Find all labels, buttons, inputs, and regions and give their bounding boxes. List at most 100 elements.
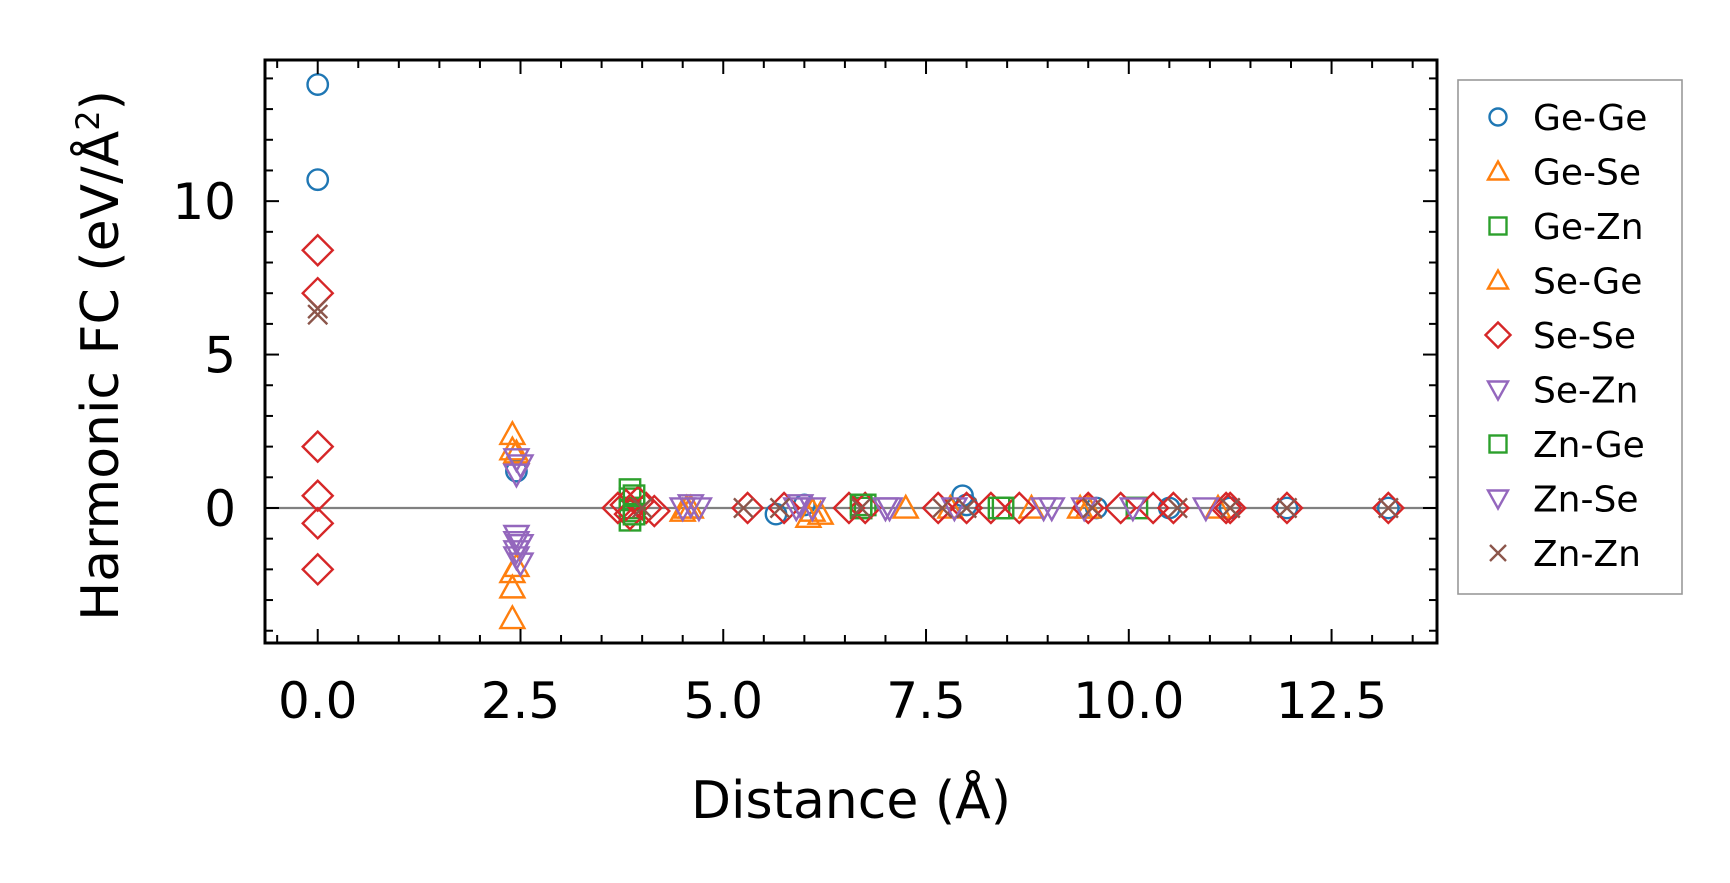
data-point — [1270, 491, 1304, 525]
legend-entry: Ge-Zn — [1488, 207, 1644, 248]
data-point — [502, 530, 531, 557]
legend-marker — [1483, 320, 1513, 350]
x-tick-label: 10.0 — [1073, 672, 1184, 730]
data-point — [849, 493, 873, 517]
data-point — [307, 298, 329, 319]
data-point — [498, 419, 527, 446]
data-point — [1219, 497, 1241, 519]
series-zn-se — [506, 454, 1066, 578]
legend-entry: Ge-Ge — [1488, 98, 1647, 139]
data-point — [1103, 491, 1138, 525]
data-point — [498, 603, 527, 630]
axes: 0.0 2.5 5.0 7.5 10.0 12.5 0 5 10 — [172, 58, 1439, 730]
data-point — [1371, 491, 1406, 525]
legend-marker — [1485, 268, 1511, 290]
data-point — [891, 493, 920, 519]
x-tick-label: 0.0 — [278, 672, 358, 730]
legend-marker — [1488, 434, 1508, 454]
data-point — [668, 497, 697, 523]
y-axis-title-close: ) — [71, 90, 131, 110]
data-point — [506, 534, 535, 560]
legend-marker — [1489, 544, 1507, 562]
legend-marker — [1488, 107, 1508, 127]
x-tick-label: 5.0 — [683, 672, 763, 730]
legend-label: Se-Zn — [1533, 371, 1638, 412]
data-point — [1167, 497, 1188, 519]
data-point — [301, 429, 335, 464]
legend-label: Ge-Ge — [1533, 98, 1647, 139]
data-point — [1191, 497, 1220, 523]
y-axis-title: Harmonic FC (eV/Å2) — [69, 90, 131, 621]
legend-label: Zn-Ge — [1533, 425, 1645, 466]
legend-label: Se-Se — [1533, 316, 1636, 357]
data-point — [1081, 497, 1103, 519]
legend-marker — [1485, 159, 1511, 181]
data-point — [301, 552, 335, 587]
data-point — [1377, 497, 1399, 519]
data-point — [940, 497, 969, 523]
data-point — [307, 304, 329, 326]
data-point — [301, 479, 335, 513]
y-tick-label: 0 — [204, 480, 236, 538]
data-point — [506, 552, 535, 578]
series-zn-zn — [307, 298, 1399, 519]
plot-area — [265, 73, 1437, 630]
x-tick-label: 12.5 — [1276, 672, 1387, 730]
legend-label: Zn-Zn — [1533, 534, 1641, 575]
y-tick-label: 10 — [172, 173, 236, 231]
data-point — [1276, 497, 1298, 519]
legend-entry: Zn-Zn — [1489, 534, 1641, 575]
data-point — [621, 485, 655, 519]
legend-entry: Zn-Ge — [1488, 425, 1645, 466]
data-point — [1002, 491, 1036, 525]
data-point — [1376, 496, 1400, 520]
data-point — [1275, 496, 1299, 520]
data-point — [850, 497, 872, 519]
legend-entry: Se-Ge — [1485, 262, 1642, 303]
legend-entry: Zn-Se — [1485, 480, 1638, 521]
data-point — [301, 506, 335, 541]
data-point — [733, 497, 754, 519]
data-point — [786, 494, 815, 520]
data-point — [684, 497, 713, 523]
legend-entry: Se-Se — [1483, 316, 1636, 357]
legend: Ge-Ge Ge-Se Ge-Zn Se-Ge Se-Se Se-Zn Zn-Ge Zn-Se… — [1457, 79, 1683, 595]
data-point — [769, 497, 791, 519]
legend-label: Ge-Se — [1533, 153, 1641, 194]
data-point — [506, 454, 535, 480]
data-point — [631, 497, 653, 519]
data-point — [502, 438, 531, 464]
data-point — [806, 499, 835, 525]
data-point — [301, 233, 335, 267]
legend-entry: Ge-Se — [1485, 153, 1641, 194]
data-point — [1213, 491, 1247, 525]
data-point — [991, 496, 1015, 520]
legend-entry: Se-Zn — [1485, 371, 1638, 412]
data-point — [782, 497, 811, 523]
data-point — [1037, 497, 1066, 523]
data-point — [622, 484, 646, 508]
plot-frame — [263, 58, 1439, 645]
x-tick-label: 2.5 — [481, 672, 561, 730]
data-point — [931, 497, 953, 519]
data-point — [609, 488, 643, 522]
y-axis-title-sup: 2 — [69, 110, 107, 130]
data-point — [1118, 497, 1147, 523]
y-tick-label: 5 — [204, 327, 236, 385]
legend-marker — [1485, 489, 1511, 511]
legend-marker — [1488, 216, 1508, 236]
data-point — [502, 551, 531, 578]
data-point — [798, 497, 827, 523]
data-point — [832, 491, 866, 525]
data-point — [306, 168, 330, 192]
series-se-se — [301, 233, 1406, 587]
data-point — [974, 491, 1008, 525]
data-point — [956, 497, 978, 519]
data-point — [676, 494, 705, 520]
legend-label: Zn-Se — [1533, 480, 1638, 521]
y-axis-title-main: Harmonic FC (eV/Å — [69, 130, 131, 621]
x-tick-label: 7.5 — [886, 672, 966, 730]
legend-label: Ge-Zn — [1533, 207, 1644, 248]
data-point — [498, 573, 527, 599]
